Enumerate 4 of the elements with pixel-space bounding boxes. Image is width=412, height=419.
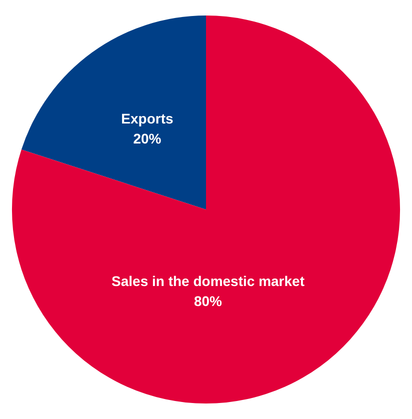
slice-label: Exports (121, 110, 174, 127)
data-label: 20% (133, 130, 162, 147)
data-label: 80% (194, 293, 223, 309)
slice-label: Sales in the domestic market (112, 273, 305, 289)
